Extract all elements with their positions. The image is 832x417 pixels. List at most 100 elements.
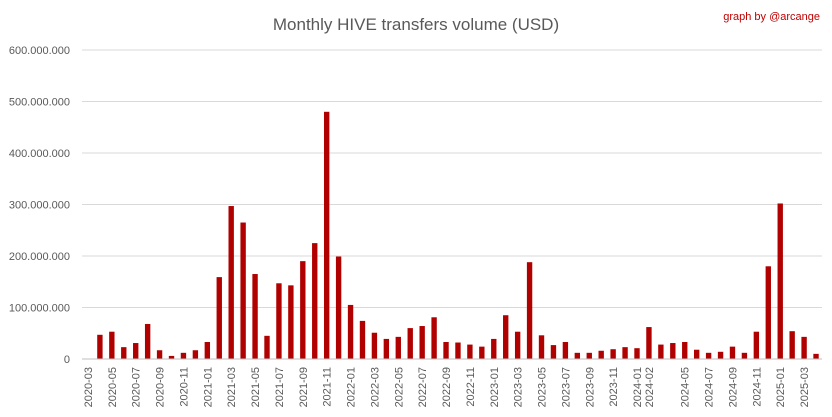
y-tick-label: 400.000.000 bbox=[9, 148, 70, 160]
x-tick-label: 2023-03 bbox=[513, 367, 525, 407]
bar-2022-04 bbox=[383, 338, 390, 359]
x-tick-label: 2024-05 bbox=[680, 367, 692, 407]
bar-2021-01 bbox=[204, 342, 211, 359]
bar-2023-06 bbox=[550, 345, 557, 359]
x-tick-label: 2020-03 bbox=[83, 367, 95, 407]
bar-2022-03 bbox=[371, 332, 378, 359]
bar-2024-08 bbox=[717, 351, 724, 359]
x-tick-label: 2022-11 bbox=[465, 367, 477, 407]
bar-2022-02 bbox=[359, 320, 366, 359]
x-tick-label: 2021-07 bbox=[274, 367, 286, 407]
x-tick-label: 2020-11 bbox=[178, 367, 190, 407]
bar-2023-03 bbox=[514, 331, 521, 359]
bar-2020-07 bbox=[133, 343, 139, 359]
bar-2021-12 bbox=[335, 256, 342, 359]
bar-2024-11 bbox=[753, 331, 760, 359]
chart-title: Monthly HIVE transfers volume (USD) bbox=[273, 15, 559, 34]
bar-2024-12 bbox=[765, 266, 771, 359]
y-tick-label: 0 bbox=[64, 354, 70, 366]
bar-2022-07 bbox=[419, 326, 425, 359]
x-tick-label: 2021-09 bbox=[298, 367, 310, 407]
bar-2022-08 bbox=[431, 317, 437, 359]
bar-2020-04 bbox=[97, 334, 103, 359]
bar-2024-04 bbox=[670, 343, 676, 359]
x-tick-label: 2022-07 bbox=[417, 367, 429, 407]
x-tick-label: 2021-05 bbox=[250, 367, 262, 407]
bar-2023-04 bbox=[526, 262, 533, 359]
bar-2022-01 bbox=[347, 304, 354, 359]
bar-2021-11 bbox=[323, 111, 330, 359]
x-tick-label: 2023-01 bbox=[489, 367, 501, 407]
x-tick-label: 2020-07 bbox=[131, 367, 143, 407]
bar-2023-01 bbox=[491, 338, 497, 359]
chart-credit: graph by @arcange bbox=[723, 11, 820, 23]
bar-2020-06 bbox=[121, 347, 127, 359]
gridlines bbox=[82, 49, 822, 308]
x-tick-label: 2023-07 bbox=[560, 367, 572, 407]
bar-2022-06 bbox=[407, 328, 413, 359]
bar-2022-05 bbox=[395, 336, 401, 359]
x-tick-label: 2021-03 bbox=[226, 367, 238, 407]
bar-2021-04 bbox=[240, 222, 246, 359]
y-tick-label: 300.000.000 bbox=[9, 200, 70, 212]
bars bbox=[97, 111, 819, 359]
bar-2023-12 bbox=[622, 347, 628, 359]
bar-2020-10 bbox=[168, 355, 175, 359]
x-axis: 2020-03 2020-05 2020-07 2020-09 2020-11 2021-… bbox=[83, 367, 811, 407]
bar-2025-01 bbox=[777, 203, 783, 359]
bar-2020-09 bbox=[156, 350, 163, 359]
bar-2021-07 bbox=[276, 283, 282, 359]
bar-2020-05 bbox=[109, 331, 115, 359]
bar-2025-04 bbox=[813, 353, 819, 359]
y-tick-label: 100.000.000 bbox=[9, 303, 70, 315]
y-tick-label: 600.000.000 bbox=[9, 45, 70, 57]
bar-2024-06 bbox=[693, 349, 700, 359]
y-axis: 0 100.000.000 200.000.000 300.000.000 400.00… bbox=[9, 45, 70, 366]
x-tick-label: 2024-09 bbox=[727, 367, 739, 407]
x-tick-label: 2025-01 bbox=[775, 367, 787, 407]
bar-2025-03 bbox=[801, 336, 807, 359]
x-tick-label: 2023-09 bbox=[584, 367, 596, 407]
bar-2024-02 bbox=[646, 327, 652, 359]
bar-2023-08 bbox=[574, 352, 581, 359]
bar-2020-08 bbox=[144, 323, 151, 359]
x-tick-label: 2024-02 bbox=[644, 367, 656, 407]
x-tick-label: 2020-09 bbox=[155, 367, 167, 407]
x-tick-label: 2024-11 bbox=[751, 367, 763, 407]
x-tick-label: 2022-01 bbox=[346, 367, 358, 407]
bar-2023-07 bbox=[562, 342, 569, 359]
bar-2021-08 bbox=[288, 285, 294, 359]
bar-2024-09 bbox=[729, 346, 736, 359]
bar-2022-09 bbox=[443, 342, 449, 359]
x-tick-label: 2022-05 bbox=[393, 367, 405, 407]
bar-2021-02 bbox=[216, 277, 222, 359]
bar-2021-05 bbox=[252, 274, 258, 359]
bar-2021-09 bbox=[300, 261, 306, 359]
bar-2024-07 bbox=[705, 352, 712, 359]
x-tick-label: 2025-03 bbox=[799, 367, 811, 407]
bar-2023-09 bbox=[586, 352, 592, 359]
x-tick-label: 2024-01 bbox=[632, 367, 644, 407]
x-tick-label: 2023-05 bbox=[537, 367, 549, 407]
bar-2024-01 bbox=[634, 348, 640, 359]
bar-2024-03 bbox=[658, 344, 664, 359]
bar-2023-10 bbox=[598, 350, 604, 359]
bar-2021-06 bbox=[264, 335, 270, 359]
bar-2023-11 bbox=[610, 349, 616, 359]
bar-2022-11 bbox=[467, 344, 473, 359]
bar-2023-02 bbox=[503, 315, 509, 359]
bar-2025-02 bbox=[789, 331, 795, 359]
x-tick-label: 2021-11 bbox=[322, 367, 334, 407]
bar-2021-10 bbox=[312, 243, 318, 359]
y-tick-label: 500.000.000 bbox=[9, 97, 70, 109]
bar-2023-05 bbox=[538, 335, 545, 359]
x-tick-label: 2024-07 bbox=[704, 367, 716, 407]
bar-2024-10 bbox=[741, 352, 748, 359]
x-tick-label: 2023-11 bbox=[608, 367, 620, 407]
x-tick-label: 2021-01 bbox=[202, 367, 214, 407]
bar-2024-05 bbox=[682, 342, 688, 359]
bar-2022-10 bbox=[455, 342, 461, 359]
x-tick-label: 2022-03 bbox=[369, 367, 381, 407]
x-tick-label: 2020-05 bbox=[107, 367, 119, 407]
